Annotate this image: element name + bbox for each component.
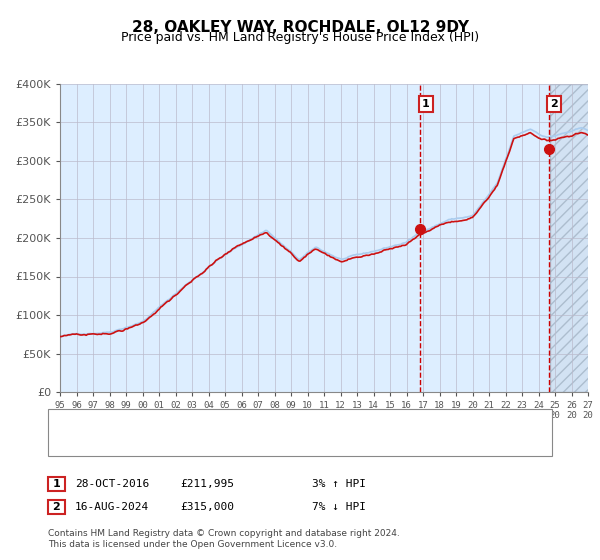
Text: 28, OAKLEY WAY, ROCHDALE, OL12 9DY (detached house): 28, OAKLEY WAY, ROCHDALE, OL12 9DY (deta… [89,419,391,430]
Text: 28, OAKLEY WAY, ROCHDALE, OL12 9DY: 28, OAKLEY WAY, ROCHDALE, OL12 9DY [131,20,469,35]
Text: 2: 2 [53,502,60,512]
Text: 2: 2 [550,99,558,109]
Text: 1: 1 [53,479,60,489]
Text: 7% ↓ HPI: 7% ↓ HPI [312,502,366,512]
Text: 16-AUG-2024: 16-AUG-2024 [75,502,149,512]
Text: 3% ↑ HPI: 3% ↑ HPI [312,479,366,489]
Text: HPI: Average price, detached house, Rochdale: HPI: Average price, detached house, Roch… [89,439,329,449]
Bar [550,84,590,392]
Text: £211,995: £211,995 [180,479,234,489]
Text: 28-OCT-2016: 28-OCT-2016 [75,479,149,489]
Text: Price paid vs. HM Land Registry's House Price Index (HPI): Price paid vs. HM Land Registry's House … [121,31,479,44]
Text: £315,000: £315,000 [180,502,234,512]
Text: Contains HM Land Registry data © Crown copyright and database right 2024.
This d: Contains HM Land Registry data © Crown c… [48,529,400,549]
Text: 1: 1 [422,99,430,109]
